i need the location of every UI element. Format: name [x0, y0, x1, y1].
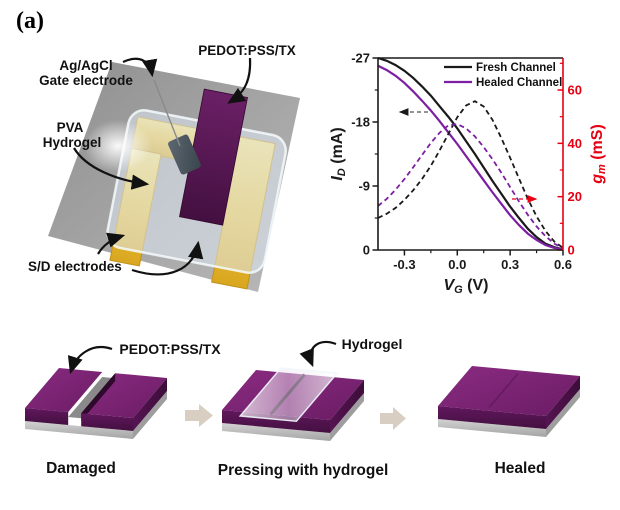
sd-label: S/D electrodes — [28, 259, 122, 274]
caption-healed: Healed — [495, 460, 546, 477]
film-label: PEDOT:PSS/TX — [119, 341, 221, 357]
y-axis-label-right: gm (mS) — [589, 124, 608, 185]
gel-label: Hydrogel — [342, 336, 403, 352]
pressed-hydrogel — [238, 367, 339, 422]
svg-text:0: 0 — [363, 243, 370, 258]
series-fresh-channel-id — [377, 56, 564, 251]
caption-pressing: Pressing with hydrogel — [218, 462, 389, 479]
process-arrow-1 — [185, 404, 213, 427]
chart-ticks: -0.3 0.0 0.3 0.6 -27 -18 -9 0 0 20 40 60 — [351, 51, 582, 273]
svg-text:-9: -9 — [358, 179, 370, 194]
film-arrow — [67, 346, 113, 375]
svg-text:20: 20 — [568, 189, 582, 204]
svg-text:0.0: 0.0 — [448, 257, 466, 272]
gate-label-line1: Ag/AgCl — [59, 58, 112, 73]
y-axis-label-left: ID (mA) — [330, 127, 348, 180]
gel-arrow — [299, 340, 337, 368]
glare-highlight — [84, 120, 152, 172]
healed-film — [438, 366, 580, 437]
gate-label-line2: Gate electrode — [39, 73, 133, 88]
healing-process-diagram: PEDOT:PSS/TX Hydrogel Damaged Pressing w… — [25, 336, 580, 479]
panel-letter: (a) — [16, 8, 44, 34]
svg-text:-18: -18 — [351, 115, 370, 130]
svg-text:0.6: 0.6 — [554, 257, 572, 272]
healed-seam — [488, 373, 519, 408]
series-fresh-channel-gm — [377, 100, 564, 249]
svg-text:60: 60 — [568, 83, 582, 98]
damaged-film — [25, 368, 167, 439]
series-healed-channel-id — [377, 64, 564, 251]
svg-text:0.3: 0.3 — [501, 257, 519, 272]
caption-damaged: Damaged — [46, 460, 116, 477]
hydrogel-arrow — [73, 147, 150, 190]
chart-legend: Fresh Channel Healed Channel — [444, 62, 562, 89]
svg-text:0: 0 — [568, 243, 575, 258]
svg-text:-27: -27 — [351, 51, 370, 66]
sd-arrow-left — [97, 232, 126, 255]
chart-curves — [377, 56, 564, 251]
gate-pointer-line — [153, 79, 181, 147]
hydrogel-label-line2: Hydrogel — [43, 135, 102, 150]
series-healed-channel-gm — [377, 123, 564, 249]
channel-label: PEDOT:PSS/TX — [198, 43, 296, 58]
hydrogel-label-line1: PVA — [57, 120, 84, 135]
legend-label-0: Fresh Channel — [476, 62, 556, 74]
process-arrow-2 — [380, 407, 406, 430]
gate-arrow — [122, 57, 158, 78]
pressing-film — [222, 367, 364, 441]
legend-label-1: Healed Channel — [476, 77, 562, 89]
channel-arrow — [227, 57, 252, 104]
transfer-curve-chart: -0.3 0.0 0.3 0.6 -27 -18 -9 0 0 20 40 60 Fresh Chan… — [330, 51, 608, 297]
device-schematic: Ag/AgCl Gate electrode PEDOT:PSS/TX PVA … — [28, 43, 300, 292]
x-axis-label: VG (V) — [443, 277, 488, 296]
svg-text:40: 40 — [568, 136, 582, 151]
svg-text:-0.3: -0.3 — [393, 257, 415, 272]
gate-electrode — [168, 134, 201, 175]
sd-arrow-right — [131, 240, 204, 276]
